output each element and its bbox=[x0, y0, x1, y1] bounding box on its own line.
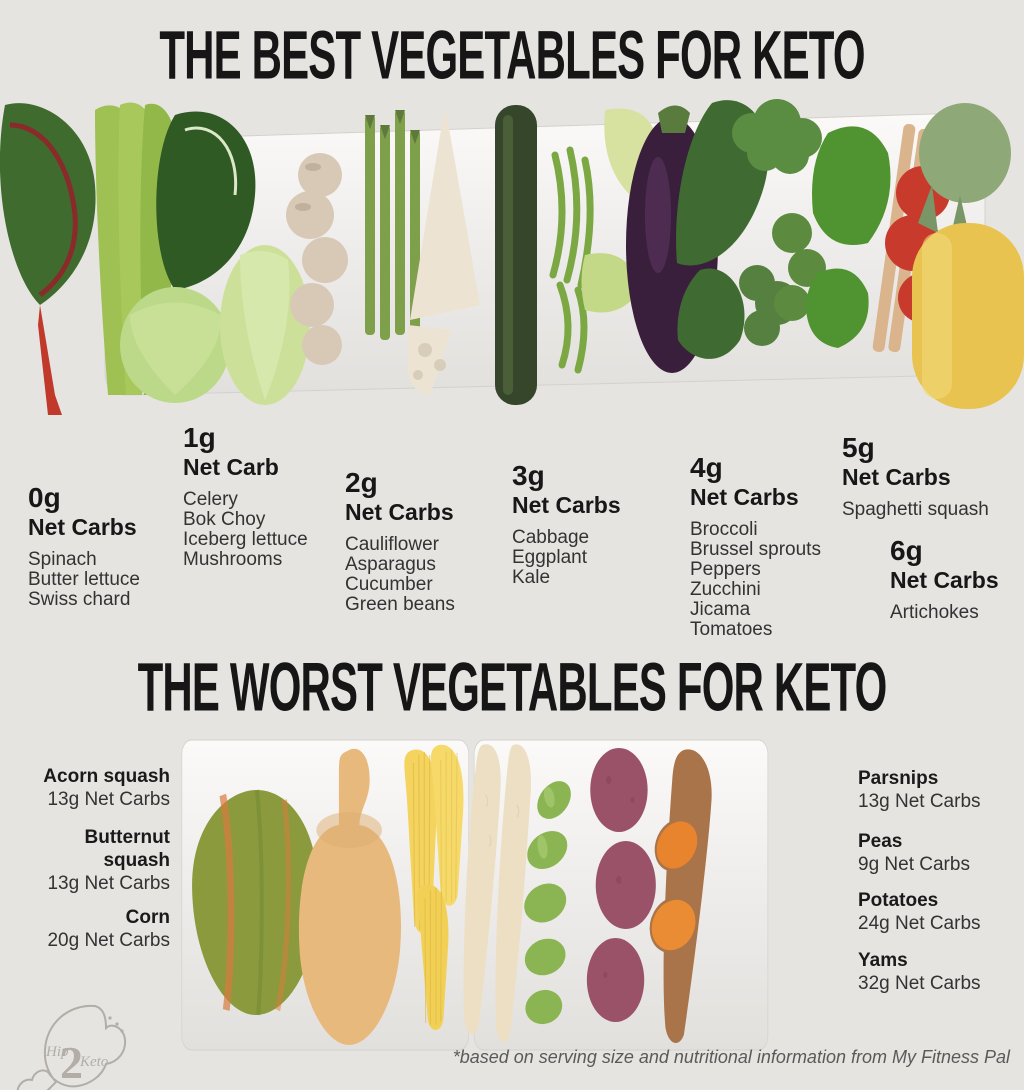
svg-text:Keto: Keto bbox=[79, 1054, 109, 1070]
